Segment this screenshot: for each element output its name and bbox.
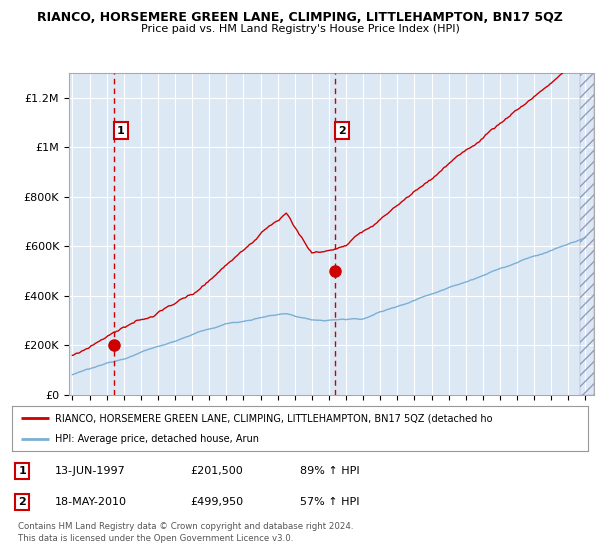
Text: HPI: Average price, detached house, Arun: HPI: Average price, detached house, Arun xyxy=(55,433,259,444)
Text: RIANCO, HORSEMERE GREEN LANE, CLIMPING, LITTLEHAMPTON, BN17 5QZ (detached ho: RIANCO, HORSEMERE GREEN LANE, CLIMPING, … xyxy=(55,413,493,423)
Text: RIANCO, HORSEMERE GREEN LANE, CLIMPING, LITTLEHAMPTON, BN17 5QZ: RIANCO, HORSEMERE GREEN LANE, CLIMPING, … xyxy=(37,11,563,24)
Text: 1: 1 xyxy=(117,126,125,136)
Text: 2: 2 xyxy=(338,126,346,136)
Text: Contains HM Land Registry data © Crown copyright and database right 2024.
This d: Contains HM Land Registry data © Crown c… xyxy=(18,522,353,543)
Text: 1: 1 xyxy=(19,466,26,476)
Text: 18-MAY-2010: 18-MAY-2010 xyxy=(55,497,127,507)
Text: 13-JUN-1997: 13-JUN-1997 xyxy=(55,466,126,476)
Text: Price paid vs. HM Land Registry's House Price Index (HPI): Price paid vs. HM Land Registry's House … xyxy=(140,24,460,34)
Text: £201,500: £201,500 xyxy=(191,466,244,476)
Text: £499,950: £499,950 xyxy=(191,497,244,507)
Text: 89% ↑ HPI: 89% ↑ HPI xyxy=(300,466,359,476)
Text: 57% ↑ HPI: 57% ↑ HPI xyxy=(300,497,359,507)
Text: 2: 2 xyxy=(19,497,26,507)
